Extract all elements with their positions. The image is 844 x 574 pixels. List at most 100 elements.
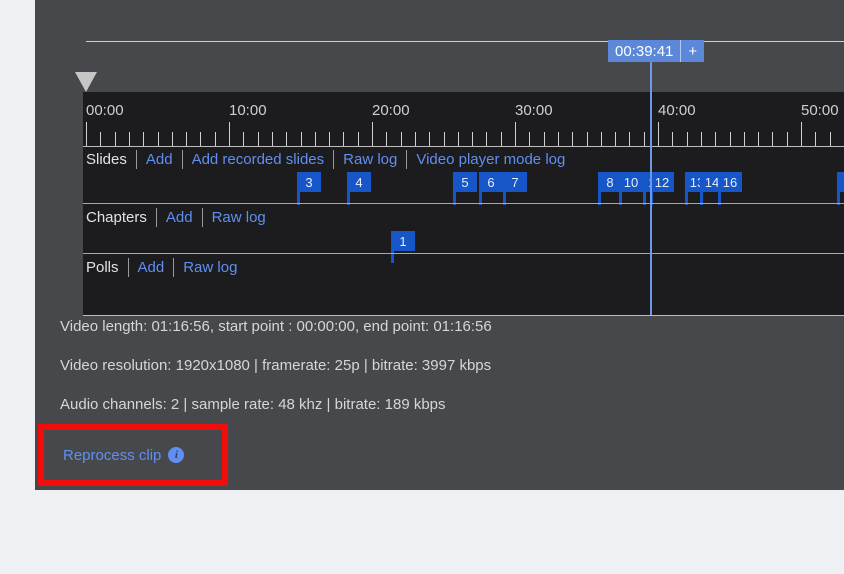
- ruler-time-label: 40:00: [658, 102, 696, 119]
- add-cue-button[interactable]: +: [688, 42, 698, 60]
- ruler-tick: [200, 132, 202, 146]
- timeline-marker[interactable]: 10: [619, 172, 643, 192]
- marker-stem: [453, 192, 456, 205]
- track-action-video-player-mode-log[interactable]: Video player mode log: [416, 150, 566, 168]
- ruler-tick: [801, 122, 802, 146]
- timeline-marker[interactable]: [837, 172, 844, 192]
- timeline-marker[interactable]: 7: [503, 172, 527, 192]
- reprocess-clip-link[interactable]: Reprocess clip i: [63, 446, 185, 464]
- header-divider: [201, 207, 203, 227]
- track-action-add[interactable]: Add: [145, 150, 173, 168]
- ruler-tick: [372, 122, 373, 146]
- ruler-tick: [314, 132, 316, 146]
- timeline-marker[interactable]: 4: [347, 172, 371, 192]
- ruler-tick: [128, 132, 130, 146]
- track-action-add[interactable]: Add: [165, 208, 193, 226]
- marker-stem: [837, 192, 840, 205]
- ruler-tick: [758, 132, 760, 146]
- timeline-marker[interactable]: 12: [650, 172, 674, 192]
- track-polls: Polls Add Raw log: [83, 253, 844, 315]
- ruler-tick: [100, 132, 102, 146]
- ruler-tick: [743, 132, 745, 146]
- video-editor-panel: 00:39:41 + 00:00 10:00 20:00 30:00 40:00 50:0…: [35, 0, 844, 490]
- ruler-tick: [615, 132, 617, 146]
- timeline-marker[interactable]: 16: [718, 172, 742, 192]
- ruler-tick: [815, 132, 817, 146]
- audio-channels-info: Audio channels: 2 | sample rate: 48 khz …: [60, 396, 446, 413]
- ruler-tick: [414, 132, 416, 146]
- info-icon[interactable]: i: [168, 447, 185, 463]
- marker-stem: [700, 192, 703, 205]
- reprocess-clip-label[interactable]: Reprocess clip: [63, 446, 162, 464]
- ruler-tick: [557, 132, 559, 146]
- ruler-tick: [329, 132, 331, 146]
- header-divider: [135, 149, 137, 169]
- track-label: Slides: [86, 150, 127, 168]
- playhead-timestamp[interactable]: 00:39:41: [615, 42, 674, 60]
- timeline-marker[interactable]: 1: [391, 231, 415, 251]
- ruler-tick: [629, 132, 631, 146]
- ruler-tick: [86, 122, 87, 146]
- ruler-tick: [400, 132, 402, 146]
- badge-divider: [680, 40, 682, 62]
- timeline[interactable]: 00:00 10:00 20:00 30:00 40:00 50:00 Slides Add…: [83, 92, 844, 315]
- track-header: Slides Add Add recorded slides Raw log Video…: [83, 146, 844, 172]
- ruler-tick: [729, 132, 731, 146]
- track-action-add[interactable]: Add: [137, 258, 165, 276]
- trim-start-handle[interactable]: [75, 72, 97, 92]
- ruler-tick: [114, 132, 116, 146]
- ruler-tick: [672, 132, 674, 146]
- track-label: Polls: [86, 258, 119, 276]
- track-label: Chapters: [86, 208, 147, 226]
- header-divider: [173, 257, 175, 277]
- marker-stem: [297, 192, 300, 205]
- ruler-tick: [543, 132, 545, 146]
- marker-stem: [685, 192, 688, 205]
- ruler-tick: [286, 132, 288, 146]
- timeline-ruler[interactable]: 00:00 10:00 20:00 30:00 40:00 50:00: [83, 92, 844, 147]
- timeline-marker[interactable]: 5: [453, 172, 477, 192]
- ruler-tick: [643, 132, 645, 146]
- ruler-tick: [386, 132, 388, 146]
- ruler-tick: [271, 132, 273, 146]
- ruler-tick: [472, 132, 474, 146]
- track-action-add-recorded-slides[interactable]: Add recorded slides: [191, 150, 325, 168]
- ruler-tick: [300, 132, 302, 146]
- timeline-bottom-border: [83, 315, 844, 316]
- marker-stem: [643, 192, 646, 205]
- marker-stem: [391, 251, 394, 263]
- playhead-line[interactable]: [650, 62, 652, 315]
- ruler-tick: [229, 122, 230, 146]
- header-divider: [181, 149, 183, 169]
- track-action-raw-log[interactable]: Raw log: [211, 208, 266, 226]
- ruler-tick: [686, 132, 688, 146]
- ruler-tick: [186, 132, 188, 146]
- timeline-marker[interactable]: 6: [479, 172, 503, 192]
- ruler-tick: [700, 132, 702, 146]
- highlight-annotation: Reprocess clip i: [38, 424, 228, 486]
- marker-stem: [598, 192, 601, 205]
- marker-stem: [503, 192, 506, 205]
- clip-metadata: Video length: 01:16:56, start point : 00…: [60, 318, 492, 435]
- ruler-tick: [157, 132, 159, 146]
- video-length-info: Video length: 01:16:56, start point : 00…: [60, 318, 492, 335]
- ruler-tick: [443, 132, 445, 146]
- ruler-tick: [829, 132, 831, 146]
- track-action-raw-log[interactable]: Raw log: [343, 150, 398, 168]
- ruler-tick: [486, 132, 488, 146]
- ruler-tick: [529, 132, 531, 146]
- track-header: Polls Add Raw log: [83, 254, 844, 280]
- playhead-time-badge[interactable]: 00:39:41 +: [608, 40, 705, 62]
- ruler-tick: [171, 132, 173, 146]
- marker-stem: [718, 192, 721, 205]
- ruler-tick: [429, 132, 431, 146]
- video-resolution-info: Video resolution: 1920x1080 | framerate:…: [60, 357, 492, 374]
- ruler-tick: [515, 122, 516, 146]
- header-divider: [406, 149, 408, 169]
- timeline-marker[interactable]: 8: [598, 172, 622, 192]
- ruler-tick: [343, 132, 345, 146]
- timeline-marker[interactable]: 3: [297, 172, 321, 192]
- track-action-raw-log[interactable]: Raw log: [183, 258, 238, 276]
- ruler-tick: [786, 132, 788, 146]
- marker-stem: [479, 192, 482, 205]
